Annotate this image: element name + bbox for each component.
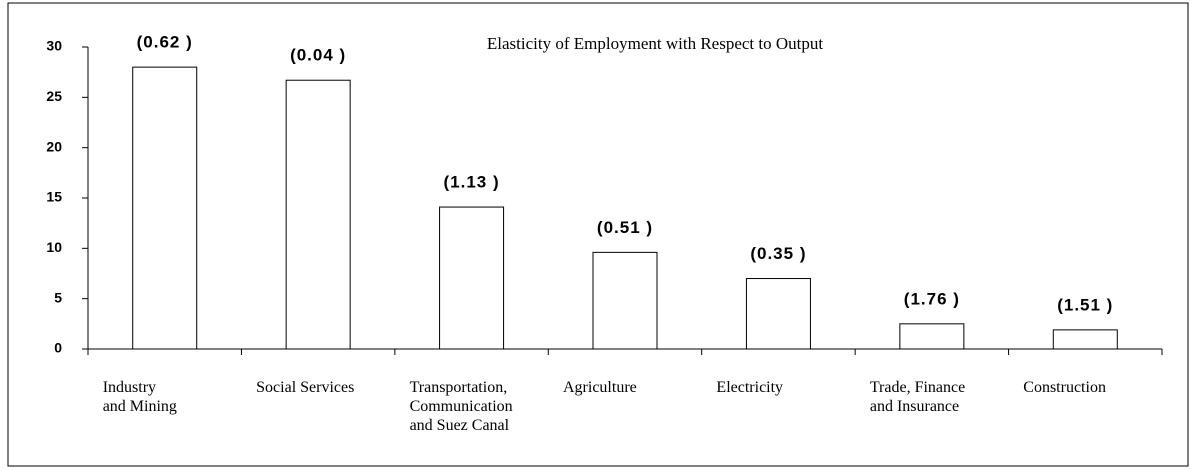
x-tick-label: Agriculture — [563, 379, 637, 396]
bar-annotation: (0.62 ) — [137, 33, 193, 52]
y-tick-label: 5 — [54, 289, 62, 305]
y-tick-label: 25 — [46, 88, 62, 104]
y-tick-label: 30 — [46, 38, 62, 54]
bar-annotation: (1.13 ) — [444, 173, 500, 192]
bar-annotation: (0.04 ) — [290, 46, 346, 65]
bar — [132, 66, 198, 350]
chart-title: Elasticity of Employment with Respect to… — [487, 34, 823, 53]
bar-annotation: (0.35 ) — [750, 244, 806, 263]
bar — [285, 79, 351, 350]
bar-annotation: (0.51 ) — [597, 218, 653, 237]
x-tick-label: Industry and Mining — [102, 379, 177, 415]
y-tick-label: 20 — [46, 138, 62, 154]
bar — [592, 251, 658, 350]
x-tick-label: Construction — [1023, 379, 1106, 396]
y-tick-label: 15 — [46, 189, 62, 205]
x-tick-label: Social Services — [256, 379, 355, 396]
bar-annotation: (1.51 ) — [1057, 295, 1113, 314]
frame — [7, 2, 1189, 467]
y-tick-label: 10 — [46, 239, 62, 255]
bar — [1052, 329, 1118, 350]
x-tick-label: Trade, Finance and Insurance — [869, 379, 966, 415]
bar — [899, 323, 965, 350]
bar — [745, 278, 811, 350]
y-tick-label: 0 — [54, 340, 62, 356]
bar-annotation: (1.76 ) — [904, 289, 960, 308]
bar — [439, 206, 505, 350]
x-tick-label: Transportation, Communication and Suez C… — [409, 379, 513, 434]
x-tick-label: Electricity — [716, 379, 784, 396]
